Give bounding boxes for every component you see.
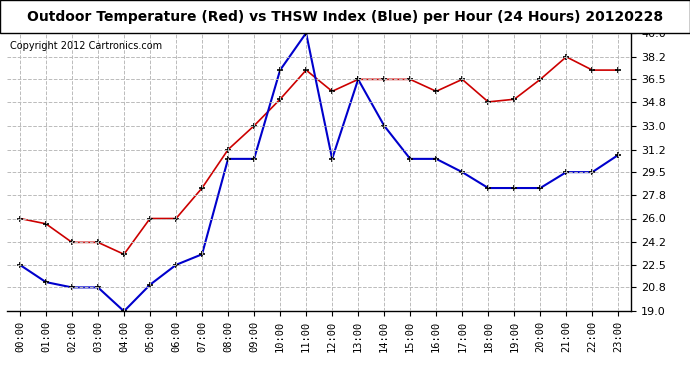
Text: Copyright 2012 Cartronics.com: Copyright 2012 Cartronics.com (10, 41, 162, 51)
Text: Outdoor Temperature (Red) vs THSW Index (Blue) per Hour (24 Hours) 20120228: Outdoor Temperature (Red) vs THSW Index … (27, 9, 663, 24)
FancyBboxPatch shape (0, 0, 690, 33)
